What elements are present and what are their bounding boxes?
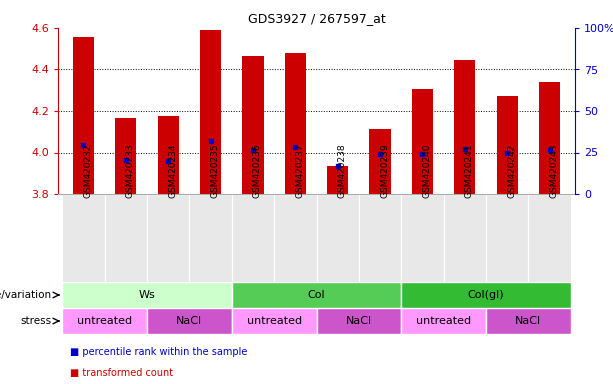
FancyBboxPatch shape — [189, 194, 232, 282]
Text: GSM420239: GSM420239 — [380, 144, 389, 199]
Bar — [412, 89, 433, 194]
Bar — [497, 96, 518, 194]
FancyBboxPatch shape — [316, 194, 359, 282]
Title: GDS3927 / 267597_at: GDS3927 / 267597_at — [248, 12, 386, 25]
Text: Col: Col — [308, 290, 326, 300]
Text: stress: stress — [21, 316, 52, 326]
Text: GSM420238: GSM420238 — [338, 144, 347, 199]
Text: untreated: untreated — [416, 316, 471, 326]
Text: GSM420235: GSM420235 — [210, 144, 219, 199]
FancyBboxPatch shape — [528, 194, 571, 282]
FancyBboxPatch shape — [359, 194, 402, 282]
Text: NaCl: NaCl — [346, 316, 372, 326]
FancyBboxPatch shape — [63, 308, 147, 334]
Text: GSM420240: GSM420240 — [422, 144, 432, 199]
Text: ■ transformed count: ■ transformed count — [70, 368, 173, 378]
Bar — [327, 166, 348, 194]
FancyBboxPatch shape — [63, 194, 105, 282]
Text: GSM420241: GSM420241 — [465, 144, 474, 199]
Text: Ws: Ws — [139, 290, 155, 300]
Bar — [115, 118, 137, 194]
Text: untreated: untreated — [77, 316, 132, 326]
FancyBboxPatch shape — [232, 308, 316, 334]
Text: GSM420236: GSM420236 — [253, 144, 262, 199]
FancyBboxPatch shape — [486, 194, 528, 282]
Text: Col(gl): Col(gl) — [468, 290, 504, 300]
Bar — [200, 30, 221, 194]
Text: NaCl: NaCl — [516, 316, 541, 326]
Bar — [370, 129, 390, 194]
FancyBboxPatch shape — [232, 282, 402, 308]
FancyBboxPatch shape — [105, 194, 147, 282]
FancyBboxPatch shape — [402, 308, 486, 334]
Bar — [242, 56, 264, 194]
Text: GSM420234: GSM420234 — [168, 144, 177, 199]
Bar — [284, 53, 306, 194]
Bar — [73, 37, 94, 194]
Text: NaCl: NaCl — [177, 316, 202, 326]
Text: ■ percentile rank within the sample: ■ percentile rank within the sample — [70, 347, 248, 357]
Bar — [539, 82, 560, 194]
FancyBboxPatch shape — [402, 194, 444, 282]
Text: untreated: untreated — [246, 316, 302, 326]
Text: GSM420237: GSM420237 — [295, 144, 304, 199]
FancyBboxPatch shape — [147, 194, 189, 282]
FancyBboxPatch shape — [316, 308, 402, 334]
FancyBboxPatch shape — [444, 194, 486, 282]
FancyBboxPatch shape — [486, 308, 571, 334]
FancyBboxPatch shape — [402, 282, 571, 308]
FancyBboxPatch shape — [63, 282, 232, 308]
FancyBboxPatch shape — [232, 194, 274, 282]
FancyBboxPatch shape — [274, 194, 316, 282]
Text: GSM420232: GSM420232 — [83, 144, 93, 199]
Text: genotype/variation: genotype/variation — [0, 290, 52, 300]
Bar — [454, 60, 476, 194]
Text: GSM420243: GSM420243 — [550, 144, 558, 199]
Text: GSM420242: GSM420242 — [507, 144, 516, 199]
Bar — [158, 116, 179, 194]
FancyBboxPatch shape — [147, 308, 232, 334]
Text: GSM420233: GSM420233 — [126, 144, 135, 199]
